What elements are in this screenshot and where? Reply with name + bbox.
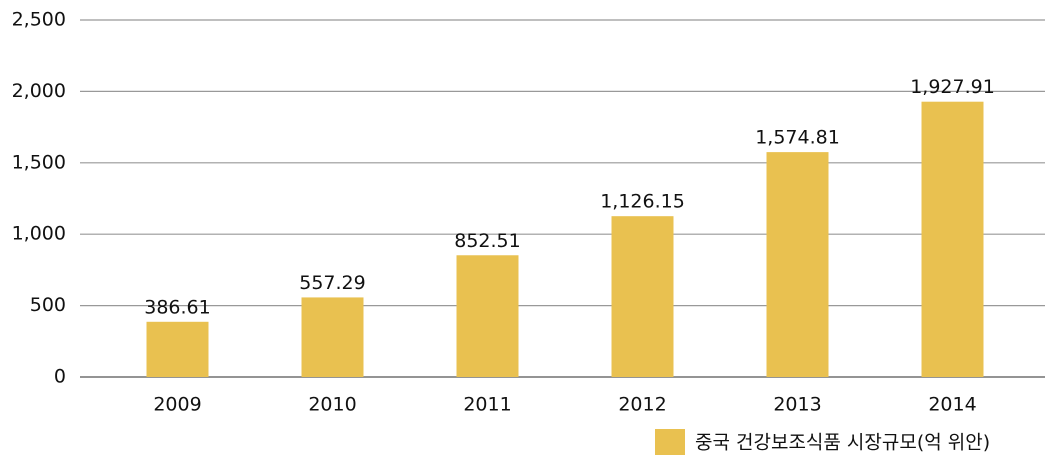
- x-tick-label: 2012: [618, 394, 666, 416]
- x-tick-label: 2011: [463, 394, 511, 416]
- value-label: 557.29: [299, 272, 365, 294]
- value-label: 1,574.81: [755, 127, 840, 149]
- y-tick-label: 2,000: [12, 80, 66, 102]
- y-tick-label: 1,500: [12, 151, 66, 173]
- legend-swatch: [655, 429, 685, 455]
- x-tick-label: 2014: [928, 394, 976, 416]
- y-tick-label: 500: [30, 294, 66, 316]
- y-tick-label: 2,500: [12, 9, 66, 31]
- bar: [921, 101, 984, 377]
- bar: [766, 152, 829, 377]
- y-tick-label: 0: [54, 366, 66, 388]
- legend-label: 중국 건강보조식품 시장규모(억 위안): [695, 432, 990, 454]
- y-tick-label: 1,000: [12, 223, 66, 245]
- bar: [456, 255, 519, 377]
- value-label: 852.51: [454, 230, 520, 252]
- bar: [611, 216, 674, 377]
- bar: [301, 297, 364, 377]
- value-label: 1,126.15: [600, 191, 685, 213]
- bar: [146, 321, 209, 377]
- value-label: 386.61: [144, 296, 210, 318]
- x-tick-label: 2010: [308, 394, 356, 416]
- x-tick-label: 2009: [153, 394, 201, 416]
- x-tick-label: 2013: [773, 394, 821, 416]
- value-label: 1,927.91: [910, 76, 995, 98]
